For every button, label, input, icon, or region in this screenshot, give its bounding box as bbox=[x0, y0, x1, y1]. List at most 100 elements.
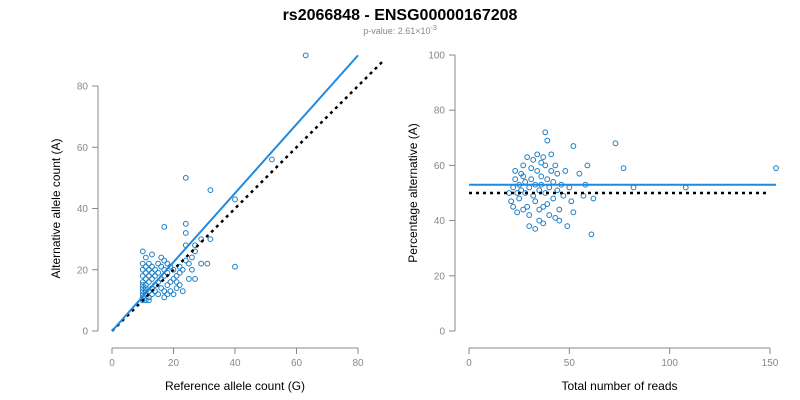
data-point bbox=[546, 184, 553, 191]
data-point bbox=[155, 269, 162, 276]
data-point bbox=[526, 223, 533, 230]
data-point bbox=[538, 159, 545, 166]
data-point bbox=[773, 165, 779, 172]
y-tick-label: 0 bbox=[439, 327, 445, 338]
data-point bbox=[552, 214, 559, 221]
data-point bbox=[512, 168, 519, 174]
data-point bbox=[198, 260, 205, 267]
data-point bbox=[514, 209, 521, 216]
data-point bbox=[149, 276, 155, 282]
data-point bbox=[232, 263, 238, 270]
y-tick-label: 0 bbox=[82, 327, 88, 338]
data-point bbox=[155, 291, 162, 298]
data-point bbox=[182, 220, 189, 227]
data-point bbox=[534, 151, 541, 158]
data-point bbox=[139, 272, 146, 279]
data-point bbox=[173, 285, 180, 292]
data-point bbox=[146, 272, 152, 279]
data-point bbox=[534, 168, 541, 174]
data-point bbox=[510, 203, 517, 210]
data-point bbox=[179, 288, 186, 295]
x-axis-label: Reference allele count (G) bbox=[165, 379, 305, 393]
data-point bbox=[161, 288, 168, 295]
x-tick-label: 80 bbox=[352, 358, 364, 369]
data-point bbox=[570, 209, 577, 216]
chart-title: rs2066848 - ENSG00000167208 bbox=[283, 7, 518, 24]
data-point bbox=[170, 291, 177, 298]
data-point bbox=[158, 263, 165, 270]
data-point bbox=[139, 282, 146, 288]
data-point bbox=[207, 187, 214, 194]
data-point bbox=[546, 212, 553, 218]
data-point bbox=[544, 137, 551, 144]
data-point bbox=[139, 288, 146, 295]
data-point bbox=[139, 266, 146, 273]
data-point bbox=[506, 190, 513, 196]
data-point bbox=[164, 282, 171, 288]
data-point bbox=[170, 266, 177, 273]
y-ticks: 0 20 40 60 80 bbox=[77, 82, 98, 338]
data-point bbox=[161, 223, 168, 230]
data-point bbox=[556, 217, 563, 224]
data-point bbox=[146, 260, 152, 267]
data-point bbox=[532, 198, 539, 205]
data-point bbox=[526, 184, 533, 191]
chart-subtitle: p-value: 2.61×10-3 bbox=[363, 25, 437, 36]
data-point bbox=[269, 156, 275, 163]
data-point bbox=[554, 170, 561, 177]
data-point bbox=[164, 291, 171, 298]
data-point bbox=[189, 254, 195, 261]
y-tick-label: 40 bbox=[77, 204, 89, 215]
data-point bbox=[544, 176, 551, 183]
y-tick-label: 60 bbox=[77, 143, 89, 154]
data-point bbox=[508, 198, 515, 205]
data-point bbox=[536, 206, 543, 213]
data-point bbox=[536, 217, 543, 224]
data-point bbox=[149, 269, 155, 276]
y-tick-label: 20 bbox=[434, 271, 446, 282]
data-point bbox=[139, 279, 146, 285]
data-point bbox=[185, 260, 192, 267]
data-point bbox=[232, 196, 238, 203]
data-point bbox=[556, 206, 563, 213]
data-point bbox=[630, 184, 637, 191]
data-point bbox=[544, 201, 551, 207]
data-point bbox=[682, 184, 689, 191]
allele-count-plot: 0 20 40 60 80 0 20 40 60 80 Reference allele cou… bbox=[49, 52, 384, 393]
data-point bbox=[550, 195, 557, 202]
data-point bbox=[152, 272, 158, 279]
x-tick-label: 50 bbox=[564, 358, 576, 369]
data-point bbox=[510, 184, 517, 191]
data-point bbox=[158, 285, 165, 292]
data-point bbox=[524, 203, 531, 210]
y-tick-label: 80 bbox=[434, 106, 446, 117]
x-tick-label: 40 bbox=[229, 358, 241, 369]
data-point bbox=[542, 162, 549, 169]
y-axis-label: Alternative allele count (A) bbox=[49, 138, 63, 278]
data-point bbox=[207, 236, 214, 243]
data-point bbox=[173, 272, 180, 279]
data-point bbox=[584, 162, 591, 169]
data-point bbox=[562, 168, 569, 174]
data-point bbox=[518, 187, 525, 194]
x-axis-label: Total number of reads bbox=[561, 379, 677, 393]
y-axis-label: Percentage alternative (A) bbox=[406, 123, 420, 262]
data-point bbox=[560, 192, 567, 199]
x-ticks: 0 20 40 60 80 bbox=[109, 348, 364, 369]
data-point bbox=[164, 260, 171, 267]
data-point bbox=[516, 195, 523, 202]
data-point bbox=[146, 266, 152, 273]
data-point bbox=[566, 184, 573, 191]
percentage-plot: 0 50 100 150 0 20 40 60 80 100 Total number of r… bbox=[406, 51, 779, 393]
data-point bbox=[152, 266, 158, 273]
data-point bbox=[548, 151, 555, 158]
data-point bbox=[142, 276, 149, 282]
data-point bbox=[142, 269, 149, 276]
y-tick-label: 40 bbox=[434, 216, 446, 227]
data-point bbox=[564, 223, 571, 230]
data-point bbox=[167, 288, 174, 295]
data-point bbox=[540, 220, 547, 227]
data-point bbox=[524, 154, 531, 161]
data-point bbox=[149, 291, 155, 298]
